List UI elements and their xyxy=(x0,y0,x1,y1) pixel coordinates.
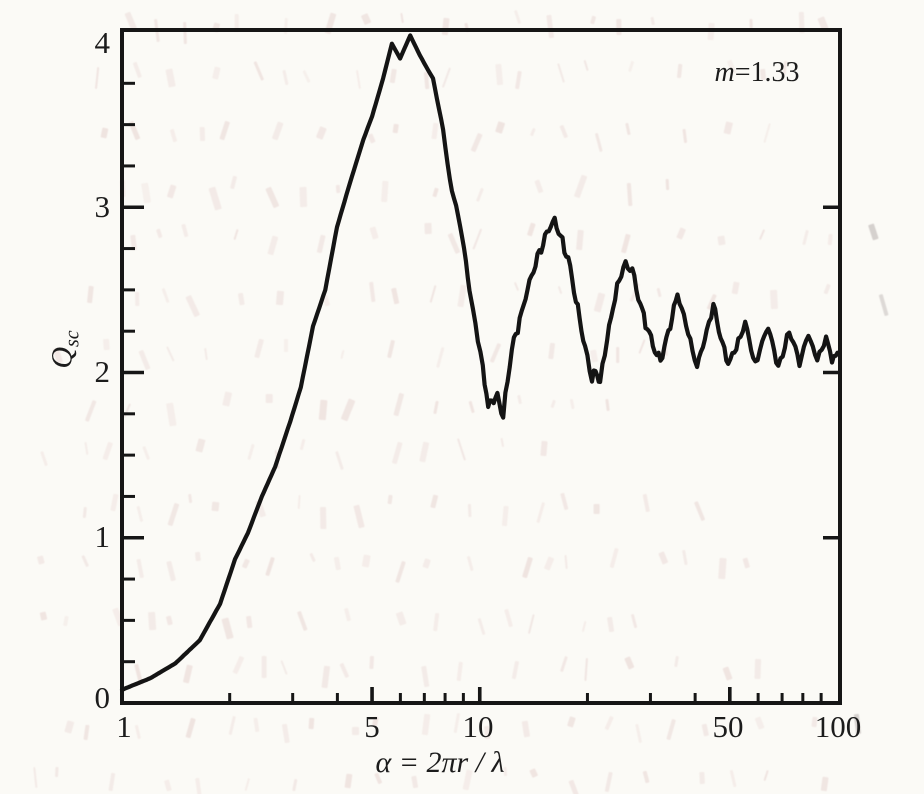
plot-frame-and-ticks xyxy=(120,28,842,705)
y-axis-title: Qsc xyxy=(46,315,85,385)
y-axis-title-subscript: sc xyxy=(61,330,84,347)
y-axis-tick-label: 1 xyxy=(94,519,111,554)
y-axis-tick-label: 2 xyxy=(94,354,111,389)
x-axis-tick-label: 1 xyxy=(116,709,132,744)
qsc-curve xyxy=(119,33,840,692)
y-axis-tick-label: 3 xyxy=(94,189,111,224)
annotation-variable: m xyxy=(714,57,735,88)
x-axis-tick-label: 50 xyxy=(712,709,744,744)
y-axis-tick-label: 4 xyxy=(94,25,111,60)
refractive-index-annotation: m=1.33 xyxy=(714,57,799,89)
x-axis-tick-label: 10 xyxy=(462,709,494,744)
y-axis-title-base: Q xyxy=(45,347,79,369)
x-axis-tick-label: 5 xyxy=(364,709,380,744)
x-axis-tick-label: 100 xyxy=(814,709,862,744)
y-axis-tick-label: 0 xyxy=(94,680,111,715)
annotation-value: =1.33 xyxy=(734,57,800,88)
x-axis-title: α = 2πr / λ xyxy=(375,746,505,779)
